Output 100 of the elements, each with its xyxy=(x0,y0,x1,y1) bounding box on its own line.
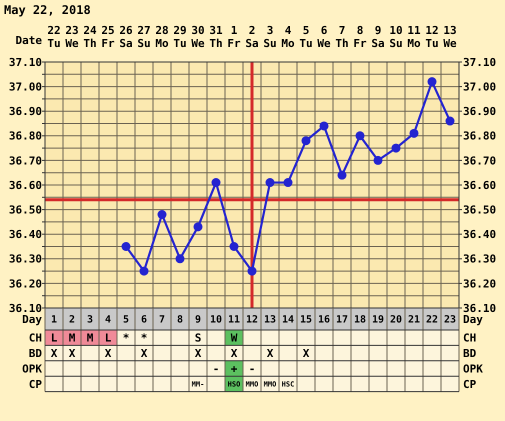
text: M xyxy=(68,332,76,345)
text: X xyxy=(302,346,310,360)
text: W xyxy=(230,332,238,345)
point xyxy=(392,144,400,153)
x-tick-label: 8 Fr xyxy=(353,24,367,50)
x-tick-label: 2 Sa xyxy=(245,24,259,50)
y2-tick-label: 36.20 xyxy=(463,277,496,290)
x2-tick-label: 14 xyxy=(282,314,294,326)
x2-tick-label: 13 xyxy=(264,314,276,326)
text: L xyxy=(50,332,58,345)
text: X xyxy=(68,346,76,360)
y-tick-label: 36.30 xyxy=(8,252,42,266)
y2-tick-label: 36.70 xyxy=(463,154,496,168)
x2-tick-label: 10 xyxy=(210,314,222,326)
y-tick-label: 36.80 xyxy=(8,130,42,143)
text: L xyxy=(104,332,112,345)
x-tick-label: 3 Su xyxy=(263,24,277,50)
point xyxy=(338,170,346,180)
x-tick-label: 25 Fr xyxy=(101,24,115,50)
y2-tick-label: 36.80 xyxy=(463,130,496,143)
y-tick-label: 36.70 xyxy=(8,154,42,168)
point xyxy=(212,178,220,188)
category-label: CP xyxy=(28,378,42,391)
x-tick-label: 28 Mo xyxy=(155,24,169,50)
x-tick-label: 27 Su xyxy=(137,24,151,50)
x2-tick-label: 18 xyxy=(354,314,366,326)
point xyxy=(140,266,148,276)
text: M xyxy=(86,332,94,345)
y2-tick-label: 36.40 xyxy=(463,228,496,242)
y-tick-label: 36.20 xyxy=(8,277,42,290)
x-tick-label: 22 Tu xyxy=(47,24,61,50)
text: S xyxy=(194,332,202,345)
text: * xyxy=(122,332,130,345)
text: * xyxy=(140,332,148,345)
x-tick-label: 31 Th xyxy=(209,24,223,50)
category-label: BD xyxy=(28,346,42,360)
x2-tick-label: 9 xyxy=(194,314,202,326)
x2-tick-label: 7 xyxy=(158,314,166,326)
text: X xyxy=(194,346,202,360)
x2-tick-label: 1 xyxy=(50,314,58,326)
x-tick-label: 4 Mo xyxy=(281,24,295,50)
text: X xyxy=(104,346,112,360)
x-tick-label: 23 We xyxy=(65,24,79,50)
x2-tick-label: 11 xyxy=(228,314,240,326)
text: X xyxy=(140,346,148,360)
x-tick-label: 26 Sa xyxy=(119,24,133,50)
text: X xyxy=(266,346,274,360)
point xyxy=(230,242,238,251)
x2-axis-title: Day xyxy=(22,312,42,326)
x2-tick-label: 12 xyxy=(246,314,258,326)
x2-tick-label: 20 xyxy=(390,314,402,326)
text: Day xyxy=(463,312,483,326)
y2-tick-label: 36.60 xyxy=(463,178,496,192)
point xyxy=(302,136,310,146)
x-tick-label: 5 Tu xyxy=(299,24,313,50)
x2-tick-label: 4 xyxy=(104,314,112,326)
x2-tick-label: 5 xyxy=(122,314,130,326)
x-tick-label: 30 We xyxy=(191,24,205,50)
y2-tick-label: 36.10 xyxy=(463,302,496,315)
point xyxy=(428,77,436,86)
category-label: CH xyxy=(28,332,42,345)
point xyxy=(410,128,418,138)
point xyxy=(176,254,184,264)
point xyxy=(446,116,454,126)
x-tick-label: 11 Mo xyxy=(407,24,421,50)
point xyxy=(194,222,202,232)
y-tick-label: 36.50 xyxy=(8,203,42,216)
x2-tick-label: 22 xyxy=(426,314,438,326)
category-label: OPK xyxy=(22,362,42,376)
x-axis-title: Date xyxy=(16,34,42,47)
x2-tick-label: 17 xyxy=(336,314,348,326)
y2-tick-label: 36.50 xyxy=(463,203,496,216)
text: X xyxy=(50,346,58,360)
point xyxy=(266,178,274,188)
x-tick-label: 9 Sa xyxy=(371,24,385,50)
y-tick-label: 36.60 xyxy=(8,178,42,192)
x2-tick-label: 3 xyxy=(86,314,94,326)
x-tick-label: 7 Th xyxy=(335,24,349,50)
y2-tick-label: 37.00 xyxy=(463,80,496,94)
x2-tick-label: 6 xyxy=(140,314,148,326)
y-tick-label: 36.10 xyxy=(8,302,42,315)
category-label: BD xyxy=(463,346,476,360)
y2-tick-label: 37.10 xyxy=(463,56,496,69)
point xyxy=(320,121,328,130)
x-tick-label: 6 We xyxy=(317,24,331,50)
x-tick-label: 13 We xyxy=(443,24,457,50)
x2-tick-label: 16 xyxy=(318,314,330,326)
x-tick-label: 24 Th xyxy=(83,24,97,50)
point xyxy=(284,178,292,188)
point xyxy=(122,242,130,251)
x-tick-label: 12 Tu xyxy=(425,24,439,50)
x2-tick-label: 15 xyxy=(300,314,312,326)
category-label: CH xyxy=(463,332,476,345)
x-tick-label: 10 Su xyxy=(389,24,403,50)
x-tick-label: 1 Fr xyxy=(227,24,241,50)
text: - xyxy=(248,362,256,376)
y2-tick-label: 36.30 xyxy=(463,252,496,266)
x2-tick-label: 19 xyxy=(372,314,384,326)
y-tick-label: 37.10 xyxy=(8,56,42,69)
x2-tick-label: 8 xyxy=(176,314,184,326)
